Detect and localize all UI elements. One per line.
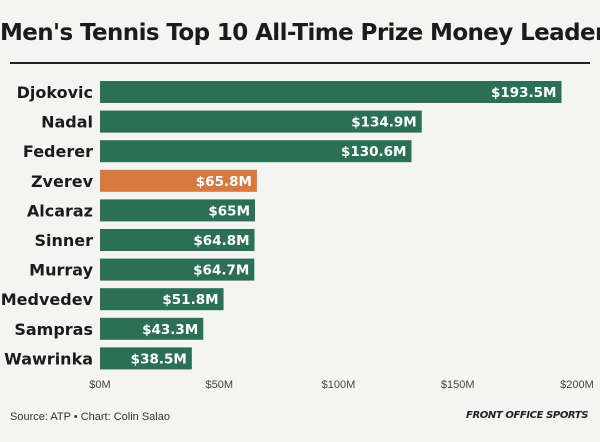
source-credit: Source: ATP • Chart: Colin Salao	[10, 411, 170, 423]
x-tick-label: $50M	[205, 379, 233, 391]
data-label: $38.5M	[131, 351, 187, 367]
bar	[100, 140, 412, 163]
x-tick-label: $0M	[89, 379, 110, 391]
data-label: $193.5M	[491, 85, 557, 101]
category-label: Djokovic	[17, 83, 93, 102]
category-label: Wawrinka	[4, 349, 93, 368]
category-label: Medvedev	[1, 290, 94, 309]
data-label: $65M	[208, 203, 250, 219]
bar	[100, 81, 562, 103]
bar	[100, 347, 192, 370]
bar	[100, 229, 255, 251]
category-label: Zverev	[31, 172, 94, 191]
bar	[100, 110, 422, 133]
data-label: $64.7M	[193, 263, 249, 279]
data-label: $130.6M	[341, 144, 407, 160]
data-label: $134.9M	[351, 115, 417, 131]
data-label: $65.8M	[196, 174, 252, 190]
category-label: Sinner	[34, 231, 93, 250]
category-label: Alcaraz	[27, 201, 93, 220]
category-label: Federer	[23, 142, 93, 161]
data-label: $51.8M	[162, 292, 218, 308]
bar	[100, 258, 255, 281]
bar	[100, 317, 204, 340]
chart-title: Men's Tennis Top 10 All-Time Prize Money…	[0, 20, 600, 46]
category-label: Nadal	[41, 113, 93, 132]
bar	[100, 199, 256, 222]
x-tick-label: $200M	[560, 379, 594, 391]
data-label: $64.8M	[193, 233, 249, 249]
title-divider	[10, 62, 590, 64]
brand-logo: FRONT OFFICE SPORTS	[466, 410, 588, 421]
category-label: Murray	[29, 261, 93, 280]
category-label: Sampras	[14, 320, 93, 339]
bar	[100, 169, 257, 192]
bar	[100, 288, 224, 311]
x-tick-label: $150M	[441, 379, 475, 391]
data-label: $43.3M	[142, 322, 198, 338]
x-tick-label: $100M	[322, 379, 356, 391]
